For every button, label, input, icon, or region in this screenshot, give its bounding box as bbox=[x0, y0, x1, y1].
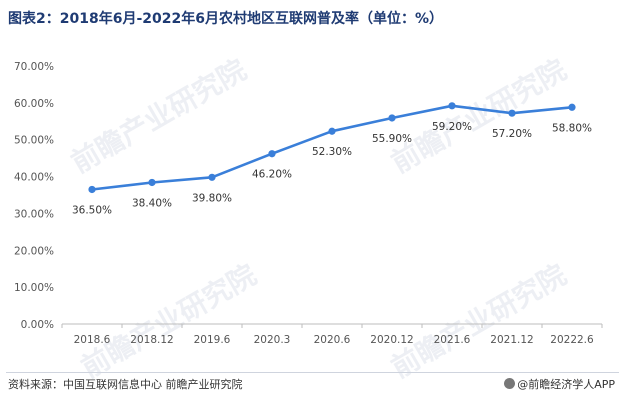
footer-divider bbox=[6, 372, 619, 373]
chart-title: 图表2：2018年6月-2022年6月农村地区互联网普及率（单位：%） bbox=[8, 11, 443, 27]
brand-logo-icon bbox=[504, 378, 516, 389]
x-tick-label: 20222.6 bbox=[550, 334, 594, 346]
y-tick-label: 60.00% bbox=[14, 98, 54, 110]
data-label: 38.40% bbox=[132, 197, 172, 209]
data-label: 57.20% bbox=[492, 128, 532, 140]
y-tick-label: 30.00% bbox=[14, 208, 54, 220]
data-label: 36.50% bbox=[72, 204, 112, 216]
brand-text: @前瞻经济学人APP bbox=[517, 378, 615, 391]
data-label: 59.20% bbox=[432, 121, 472, 133]
data-label: 52.30% bbox=[312, 146, 352, 158]
x-tick-label: 2020.3 bbox=[254, 334, 291, 346]
y-tick-label: 20.00% bbox=[14, 245, 54, 257]
x-tick-label: 2021.6 bbox=[434, 334, 471, 346]
brand-credit: @前瞻经济学人APP bbox=[504, 376, 615, 392]
data-point bbox=[328, 127, 336, 135]
y-tick-label: 40.00% bbox=[14, 172, 54, 184]
data-label: 46.20% bbox=[252, 169, 292, 181]
data-point bbox=[208, 173, 216, 181]
x-tick-label: 2018.12 bbox=[130, 334, 173, 346]
source-note: 资料来源：中国互联网信息中心 前瞻产业研究院 bbox=[8, 378, 243, 391]
x-tick-label: 2020.12 bbox=[370, 334, 413, 346]
x-tick-label: 2020.6 bbox=[314, 334, 351, 346]
data-point bbox=[388, 114, 396, 122]
data-label: 58.80% bbox=[552, 122, 592, 134]
data-point bbox=[508, 109, 516, 117]
data-point bbox=[568, 103, 576, 111]
x-tick-label: 2018.6 bbox=[74, 334, 111, 346]
y-tick-label: 0.00% bbox=[21, 319, 54, 331]
data-point bbox=[268, 150, 276, 158]
data-label: 39.80% bbox=[192, 192, 232, 204]
data-point bbox=[148, 178, 156, 187]
x-tick-label: 2021.12 bbox=[490, 334, 533, 346]
data-point bbox=[88, 185, 96, 194]
y-tick-label: 50.00% bbox=[14, 135, 54, 147]
data-label: 55.90% bbox=[372, 133, 412, 145]
data-point bbox=[448, 102, 456, 110]
x-tick-label: 2019.6 bbox=[194, 334, 231, 346]
y-tick-label: 70.00% bbox=[14, 61, 54, 73]
y-tick-label: 10.00% bbox=[14, 282, 54, 294]
